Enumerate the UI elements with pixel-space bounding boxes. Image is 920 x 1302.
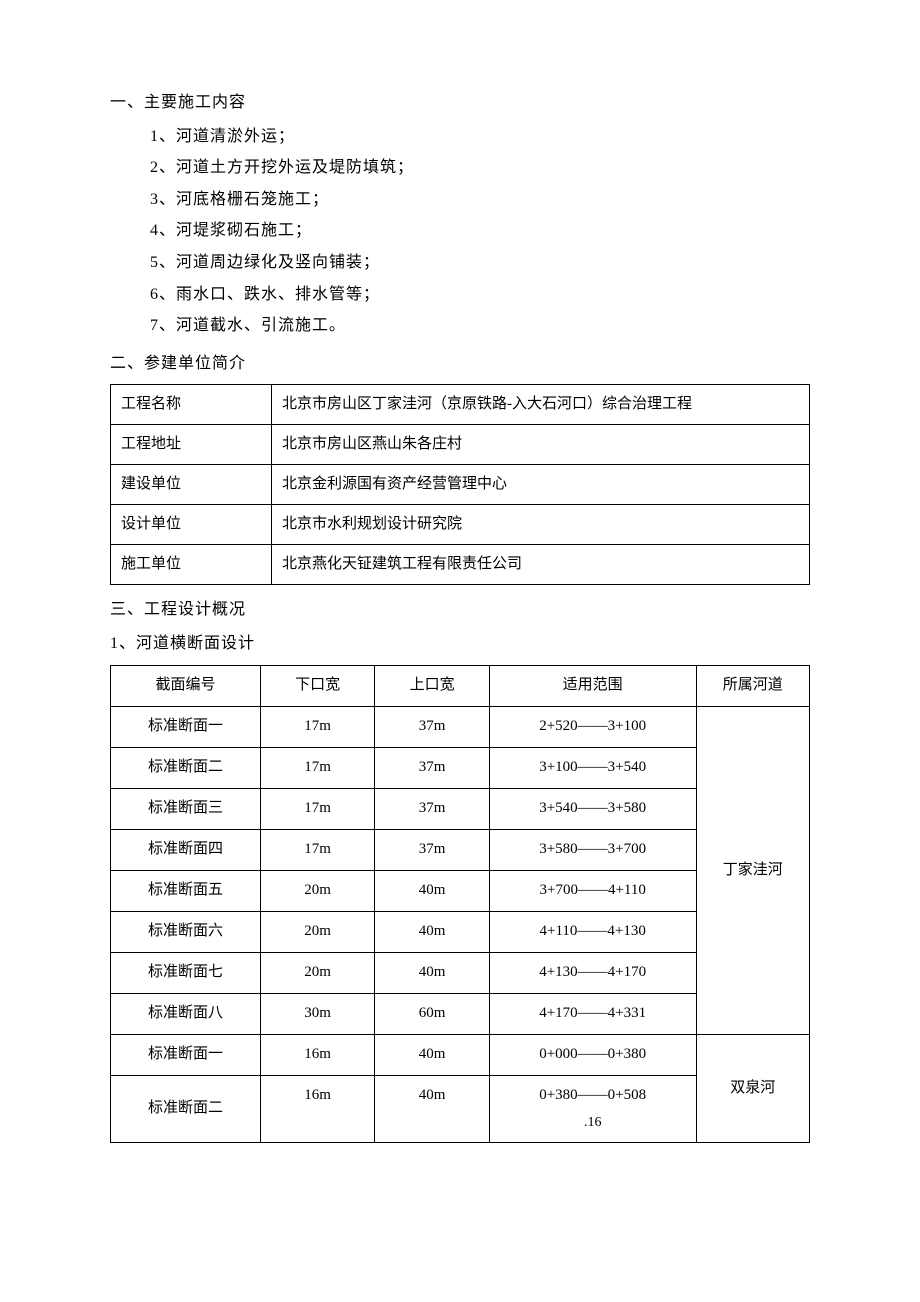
info-label: 工程地址 [111,425,272,465]
cell-bottom: 17m [260,706,374,747]
cell-bottom: 17m [260,788,374,829]
col-header-river: 所属河道 [696,665,809,706]
list-item: 1、河道清淤外运； [110,124,810,150]
cell-top: 37m [375,706,489,747]
list-item: 3、河底格栅石笼施工； [110,187,810,213]
cell-range: 3+540——3+580 [489,788,696,829]
cell-id: 标准断面二 [111,1075,261,1142]
info-label: 工程名称 [111,385,272,425]
col-header-top: 上口宽 [375,665,489,706]
list-item: 5、河道周边绿化及竖向铺装； [110,250,810,276]
cell-id: 标准断面一 [111,1034,261,1075]
cell-id: 标准断面二 [111,747,261,788]
cell-id: 标准断面八 [111,993,261,1034]
info-value: 北京燕化天钲建筑工程有限责任公司 [272,545,810,585]
table-row: 施工单位 北京燕化天钲建筑工程有限责任公司 [111,545,810,585]
cell-id: 标准断面六 [111,911,261,952]
cell-bottom: 17m [260,829,374,870]
info-value: 北京金利源国有资产经营管理中心 [272,465,810,505]
cell-top: 37m [375,747,489,788]
cell-top: 40m [375,1034,489,1075]
table-row: 工程地址 北京市房山区燕山朱各庄村 [111,425,810,465]
table-row: 工程名称 北京市房山区丁家洼河（京原铁路-入大石河口）综合治理工程 [111,385,810,425]
cell-top: 60m [375,993,489,1034]
list-item: 6、雨水口、跌水、排水管等； [110,282,810,308]
cell-bottom: 16m [260,1075,374,1142]
table-row: 设计单位 北京市水利规划设计研究院 [111,505,810,545]
cell-bottom: 20m [260,952,374,993]
cell-river: 丁家洼河 [696,706,809,1034]
cell-range: 0+380——0+508 .16 [489,1075,696,1142]
cell-id: 标准断面四 [111,829,261,870]
info-label: 建设单位 [111,465,272,505]
cell-river: 双泉河 [696,1034,809,1142]
col-header-id: 截面编号 [111,665,261,706]
cell-range: 3+700——4+110 [489,870,696,911]
cell-range: 3+580——3+700 [489,829,696,870]
section-3-subtitle: 1、河道横断面设计 [110,631,810,657]
col-header-bottom: 下口宽 [260,665,374,706]
cell-bottom: 17m [260,747,374,788]
participants-table: 工程名称 北京市房山区丁家洼河（京原铁路-入大石河口）综合治理工程 工程地址 北… [110,384,810,585]
info-label: 施工单位 [111,545,272,585]
cell-bottom: 30m [260,993,374,1034]
cell-top: 40m [375,1075,489,1142]
cell-range: 4+130——4+170 [489,952,696,993]
cell-top: 37m [375,788,489,829]
section-1-title: 一、主要施工内容 [110,90,810,116]
list-item: 4、河堤浆砌石施工； [110,218,810,244]
cell-id: 标准断面五 [111,870,261,911]
cell-bottom: 20m [260,911,374,952]
table-header-row: 截面编号 下口宽 上口宽 适用范围 所属河道 [111,665,810,706]
cell-id: 标准断面七 [111,952,261,993]
info-value: 北京市房山区燕山朱各庄村 [272,425,810,465]
cell-range: 3+100——3+540 [489,747,696,788]
cell-range: 0+000——0+380 [489,1034,696,1075]
table-row: 建设单位 北京金利源国有资产经营管理中心 [111,465,810,505]
cross-section-table: 截面编号 下口宽 上口宽 适用范围 所属河道 标准断面一 17m 37m 2+5… [110,665,810,1143]
list-item: 2、河道土方开挖外运及堤防填筑； [110,155,810,181]
cell-id: 标准断面一 [111,706,261,747]
cell-top: 40m [375,870,489,911]
cell-bottom: 16m [260,1034,374,1075]
cell-range: 2+520——3+100 [489,706,696,747]
cell-top: 40m [375,911,489,952]
info-value: 北京市水利规划设计研究院 [272,505,810,545]
cell-range: 4+170——4+331 [489,993,696,1034]
section-3-title: 三、工程设计概况 [110,597,810,623]
range-sub: .16 [584,1115,602,1130]
list-item: 7、河道截水、引流施工。 [110,313,810,339]
col-header-range: 适用范围 [489,665,696,706]
range-text: 0+380——0+508 [539,1087,646,1103]
table-row: 标准断面一 16m 40m 0+000——0+380 双泉河 [111,1034,810,1075]
table-row: 标准断面一 17m 37m 2+520——3+100 丁家洼河 [111,706,810,747]
info-label: 设计单位 [111,505,272,545]
cell-range: 4+110——4+130 [489,911,696,952]
cell-id: 标准断面三 [111,788,261,829]
cell-top: 40m [375,952,489,993]
cell-top: 37m [375,829,489,870]
section-2-title: 二、参建单位简介 [110,351,810,377]
cell-bottom: 20m [260,870,374,911]
info-value: 北京市房山区丁家洼河（京原铁路-入大石河口）综合治理工程 [272,385,810,425]
